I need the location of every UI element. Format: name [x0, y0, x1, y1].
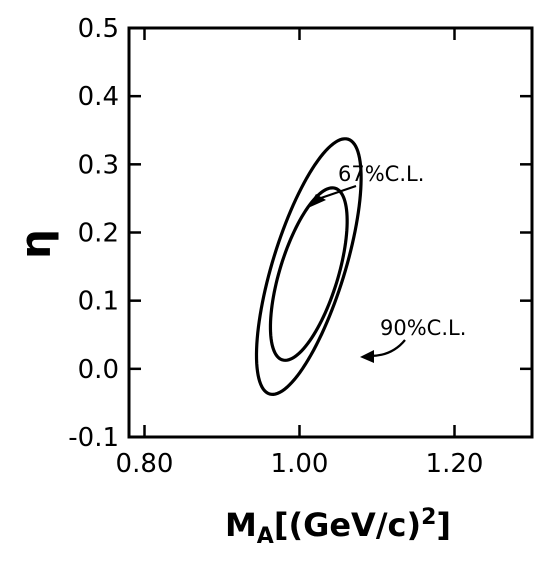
contour-ellipses — [254, 137, 363, 396]
y-axis-ticks — [129, 26, 532, 439]
leader-90-cl — [369, 339, 406, 358]
y-tick-label: 0.3 — [78, 150, 119, 180]
x-axis-ticks — [143, 28, 456, 437]
x-axis-label: MA[(GeV/c)2] — [225, 505, 451, 549]
leader-67-cl — [317, 184, 357, 201]
y-tick-label: 0.0 — [78, 355, 119, 385]
y-tick-label: 0.1 — [78, 287, 119, 317]
label-67-cl: 67%C.L. — [338, 162, 424, 186]
x-tick-label: 1.20 — [426, 449, 484, 479]
y-tick-label: 0.2 — [78, 219, 119, 249]
y-tick-label: 0.4 — [78, 82, 119, 112]
contour-90-cl — [254, 137, 363, 396]
y-tick-label: -0.1 — [68, 423, 119, 453]
y-axis-label: η — [11, 229, 60, 259]
arrowhead-90-cl — [360, 350, 374, 363]
x-tick-label: 0.80 — [116, 449, 174, 479]
arrowhead-67-cl — [308, 194, 326, 208]
plot-frame — [127, 26, 534, 439]
y-tick-label: 0.5 — [78, 14, 119, 44]
y-axis-tick-labels: -0.1 0.0 0.1 0.2 0.3 0.4 0.5 — [68, 14, 119, 453]
contour-67-cl — [268, 186, 349, 362]
label-90-cl: 90%C.L. — [380, 316, 466, 340]
x-tick-label: 1.00 — [271, 449, 329, 479]
x-axis-tick-labels: 0.80 1.00 1.20 — [116, 449, 484, 479]
